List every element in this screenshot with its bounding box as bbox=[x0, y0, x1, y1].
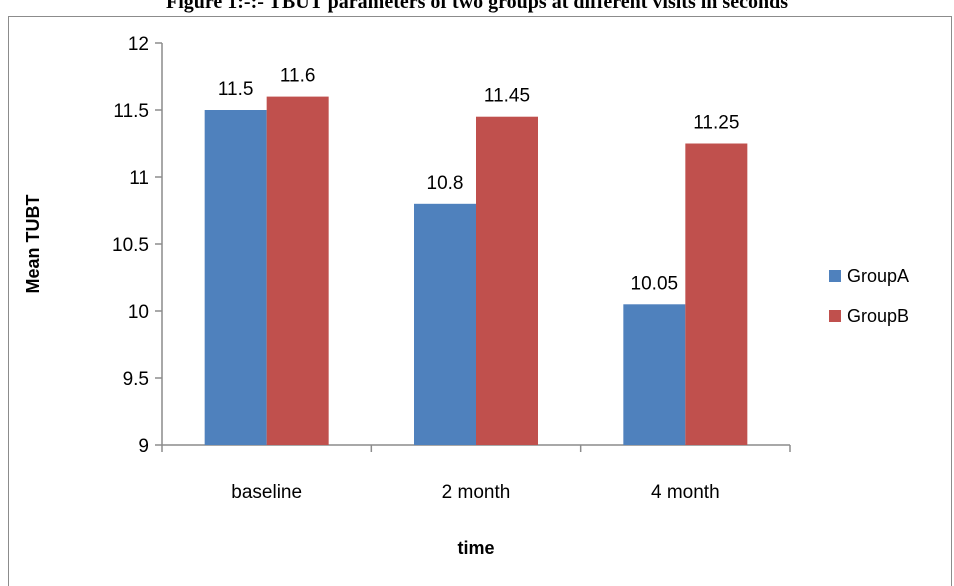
bar-groupb-2 bbox=[476, 116, 538, 445]
bar-groupa-2 bbox=[414, 203, 476, 445]
data-label: 11.45 bbox=[484, 86, 530, 107]
data-label: 10.05 bbox=[631, 273, 679, 294]
x-tick-label: 2 month bbox=[442, 482, 511, 503]
y-tick-label: 9 bbox=[138, 436, 149, 457]
figure-caption: Figure 1:-:- TBUT parameters of two grou… bbox=[165, 0, 788, 13]
x-tick-label: baseline bbox=[231, 482, 302, 503]
bar-groupa-3 bbox=[623, 304, 686, 445]
x-axis-ticks: baseline 2 month 4 month bbox=[161, 445, 791, 503]
bar-groupa-1 bbox=[204, 110, 267, 445]
y-tick-label: 11.5 bbox=[113, 101, 149, 122]
chart-frame bbox=[8, 16, 952, 586]
x-axis-title: time bbox=[457, 538, 494, 558]
data-label: 10.8 bbox=[427, 173, 464, 194]
data-labels: 11.5 11.6 10.8 11.45 10.05 11.25 bbox=[218, 66, 740, 295]
legend-label-groupa: GroupA bbox=[847, 266, 909, 286]
legend-swatch-groupa bbox=[829, 270, 841, 282]
y-tick-label: 9.5 bbox=[123, 369, 149, 390]
x-tick-label: 4 month bbox=[651, 482, 720, 503]
y-axis-title: Mean TUBT bbox=[23, 194, 43, 293]
y-tick-label: 12 bbox=[128, 34, 149, 55]
data-label: 11.6 bbox=[280, 66, 316, 87]
legend: GroupA GroupB bbox=[829, 266, 909, 326]
legend-swatch-groupb bbox=[829, 310, 841, 322]
y-axis-ticks: 9 9.5 10 10.5 11 11.5 12 bbox=[112, 34, 162, 457]
bars bbox=[204, 96, 748, 445]
data-label: 11.5 bbox=[218, 79, 254, 100]
bar-groupb-3 bbox=[685, 143, 748, 445]
data-label: 11.25 bbox=[693, 113, 739, 134]
y-tick-label: 10 bbox=[128, 302, 149, 323]
y-tick-label: 10.5 bbox=[112, 235, 149, 256]
bar-groupb-1 bbox=[266, 96, 329, 445]
y-tick-label: 11 bbox=[129, 168, 149, 189]
legend-label-groupb: GroupB bbox=[847, 306, 909, 326]
